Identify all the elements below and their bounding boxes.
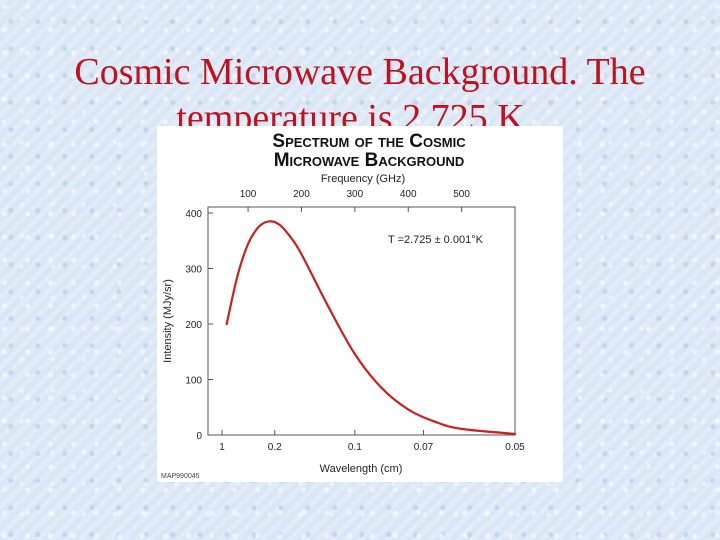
spectrum-data-point bbox=[257, 225, 260, 228]
spectrum-data-point bbox=[407, 408, 410, 411]
spectrum-data-point bbox=[236, 275, 239, 278]
top-tick-label: 200 bbox=[293, 189, 310, 200]
spectrum-data-point bbox=[300, 253, 303, 255]
spectrum-curve-line bbox=[225, 220, 517, 435]
top-tick-label: 500 bbox=[453, 189, 470, 200]
x-tick-label: 0.07 bbox=[414, 442, 434, 453]
top-tick-label: 400 bbox=[400, 189, 417, 200]
figure-credit: MAP990045 bbox=[161, 473, 200, 480]
x-tick-label: 0.2 bbox=[268, 442, 282, 453]
y-tick-label: 200 bbox=[185, 320, 202, 331]
temperature-annotation: T =2.725 ± 0.001°K bbox=[388, 234, 484, 246]
spectrum-data-point bbox=[289, 236, 292, 239]
spectrum-data-point bbox=[279, 224, 281, 227]
x-axis-label: Wavelength (cm) bbox=[320, 463, 403, 475]
y-tick-label: 0 bbox=[196, 431, 202, 442]
x-tick-label: 0.05 bbox=[505, 442, 525, 453]
slide-title: Cosmic Microwave Background. The tempera… bbox=[0, 49, 720, 141]
chart-title-line-2: Microwave Background bbox=[274, 150, 465, 171]
y-tick-label: 300 bbox=[185, 265, 202, 276]
y-tick-label: 100 bbox=[185, 376, 202, 387]
spectrum-data-point bbox=[225, 323, 228, 325]
y-axis-label: Intensity (MJy/sr) bbox=[162, 279, 174, 363]
spectrum-data-point bbox=[434, 420, 436, 423]
x-tick-label: 1 bbox=[219, 442, 225, 453]
cmb-spectrum-figure: Spectrum of the Cosmic Microwave Backgro… bbox=[157, 126, 563, 482]
spectrum-data-point bbox=[514, 432, 516, 435]
top-axis-label: Frequency (GHz) bbox=[321, 173, 405, 185]
y-tick-label: 400 bbox=[185, 209, 202, 220]
spectrum-data-point bbox=[327, 305, 330, 308]
chart-title-line-1: Spectrum of the Cosmic bbox=[272, 131, 466, 152]
axis-ticks: 1 0.2 0.1 0.07 0.05 100 200 300 400 500 0 100 200 300… bbox=[185, 189, 525, 453]
plot-frame bbox=[207, 206, 516, 436]
slide-title-line-1: Cosmic Microwave Background. The bbox=[74, 51, 646, 94]
top-tick-label: 100 bbox=[240, 189, 257, 200]
spectrum-data-point bbox=[380, 386, 383, 389]
spectrum-data-point bbox=[247, 243, 249, 245]
spectrum-data-point bbox=[460, 427, 463, 430]
cmb-spectrum-chart: Spectrum of the Cosmic Microwave Backgro… bbox=[161, 131, 525, 480]
top-tick-label: 300 bbox=[346, 189, 363, 200]
spectrum-curve-group bbox=[225, 220, 517, 435]
spectrum-data-point bbox=[268, 220, 271, 223]
spectrum-data-point bbox=[353, 353, 356, 355]
x-tick-label: 0.1 bbox=[348, 442, 362, 453]
